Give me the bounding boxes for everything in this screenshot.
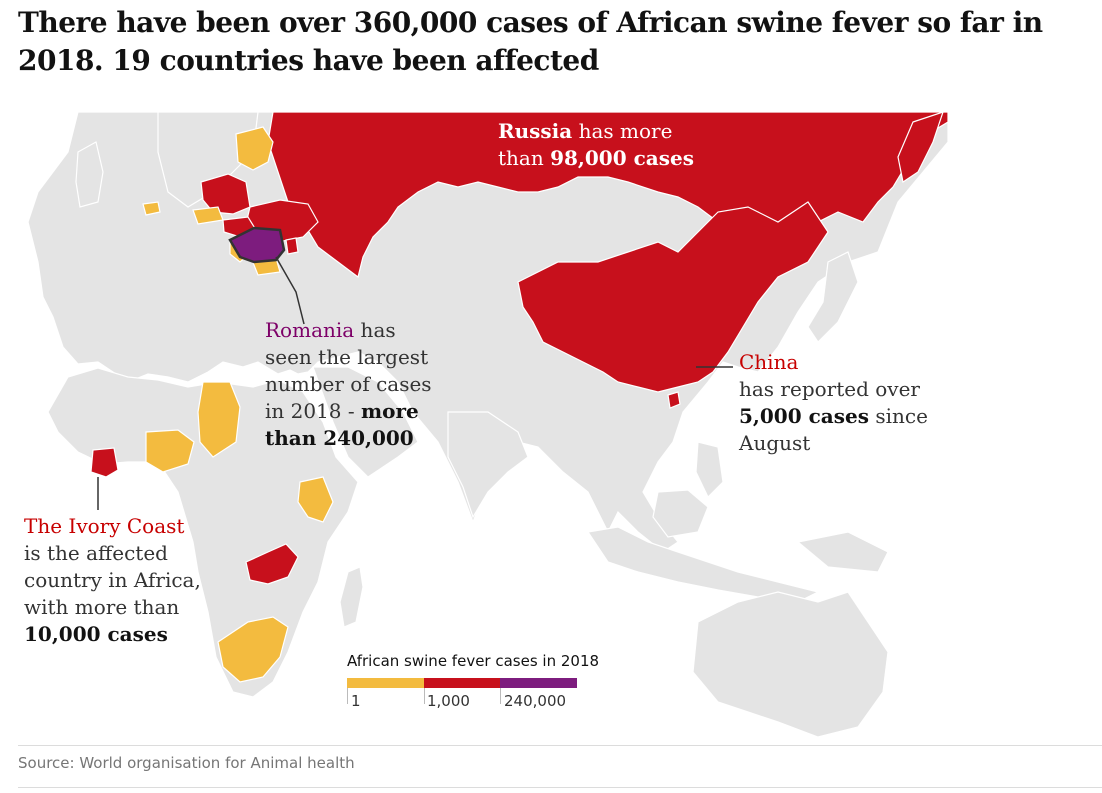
legend-segment-high [500,678,577,688]
romania-line2: seen the largest [265,345,429,369]
legend-segment-mid [424,678,500,688]
russia-bold: 98,000 cases [550,146,694,170]
ivory-coast-line3: country in Africa, [24,568,201,592]
ivory-coast-region [90,447,119,478]
newguinea-land [796,531,889,573]
romania-bold2: than 240,000 [265,426,414,450]
madagascar-land [339,566,364,628]
ivory-coast-line2: is the affected [24,541,168,565]
hainan-region [667,391,681,409]
borneo-land [652,489,709,538]
arabia-land [312,366,419,478]
leader-lines [97,256,733,510]
south-africa-region [217,616,289,683]
romania-text1: has [354,318,396,342]
china-region [517,201,829,393]
sakhalin-region [897,112,944,183]
poland-region [200,173,251,215]
china-bold: 5,000 cases [739,404,869,428]
romania-line3: number of cases [265,372,432,396]
legend-tickline [347,688,348,704]
russia-annotation: Russia has more than 98,000 cases [498,118,694,172]
ivory-coast-line4: with more than [24,595,180,619]
ivory-coast-name: The Ivory Coast [24,514,185,538]
legend-bar [347,678,627,688]
chart-title: There have been over 360,000 cases of Af… [18,6,1043,77]
belgium-region [142,201,161,216]
romania-annotation: Romania has seen the largest number of c… [265,317,432,452]
legend: African swine fever cases in 2018 1 1,00… [347,652,627,710]
romania-line4: in 2018 - [265,399,362,423]
divider-top [18,745,1102,746]
russia-region [267,112,949,279]
romania-name: Romania [265,318,355,342]
ivory-coast-annotation: The Ivory Coast is the affected country … [24,513,201,648]
romania-leader [275,256,305,325]
romania-bold1: more [361,399,419,423]
legend-tick-mid: 1,000 [427,692,470,710]
zambia-region [245,543,299,585]
divider-bottom [18,787,1102,788]
india-land [447,411,529,519]
china-name: China [739,350,799,374]
china-line2: has reported over [739,377,920,401]
ivory-coast-bold: 10,000 cases [24,622,168,646]
baltics-region [235,126,274,171]
affected-countries [90,112,949,683]
russia-text1: has more [572,119,673,143]
kenya-region [297,476,334,523]
legend-tick-high: 240,000 [504,692,567,710]
indonesia-land [586,526,820,603]
china-annotation: China has reported over 5,000 cases sinc… [739,349,928,457]
legend-title: African swine fever cases in 2018 [347,652,600,670]
chad-region [197,381,241,458]
romania-region [228,226,286,264]
map [27,112,949,738]
legend-tick-low: 1 [351,692,361,710]
china-line4: August [739,431,811,455]
australia-land [692,591,889,738]
china-text3: since [868,404,928,428]
philippines-land [695,441,724,499]
russia-name: Russia [498,119,573,143]
legend-ticks: 1 1,000 240,000 [347,688,627,710]
legend-segment-low [347,678,424,688]
moldova-region [285,237,299,255]
nigeria-region [145,429,195,473]
legend-tickline [500,688,501,704]
uk-land [75,141,104,208]
legend-tickline [424,688,425,704]
russia-text2: than [498,146,551,170]
czech-region [192,206,224,225]
source-note: Source: World organisation for Animal he… [18,754,355,772]
japan-land [807,251,859,343]
